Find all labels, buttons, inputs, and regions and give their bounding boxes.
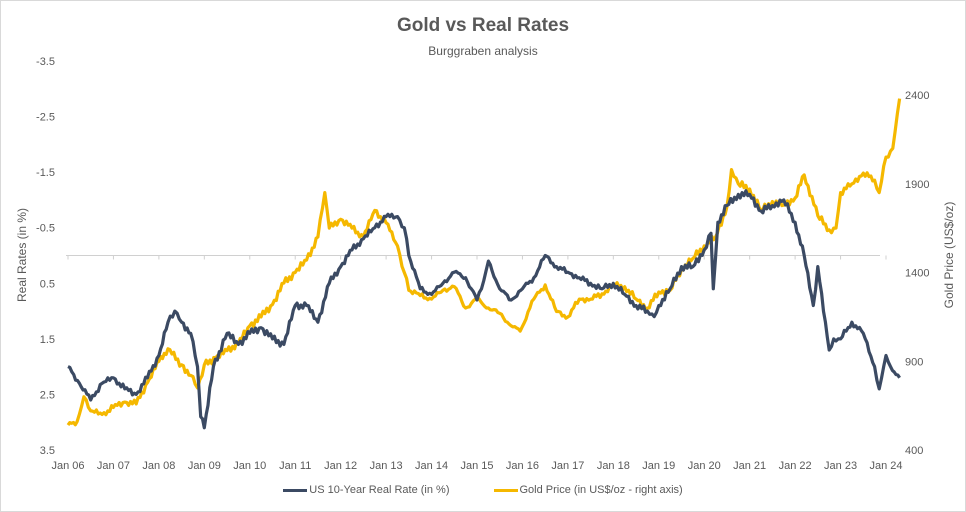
y-left-axis-ticks: -3.5 -2.5 -1.5 -0.5 0.5 1.5 2.5 3.5: [36, 56, 55, 457]
series-line-gold-price: [66, 98, 902, 427]
zero-line-ticks: [67, 255, 887, 260]
y-left-tick-label: 2.5: [40, 389, 55, 401]
y-left-tick-label: 0.5: [40, 278, 55, 290]
chart-title: Gold vs Real Rates: [396, 15, 570, 36]
y-right-tick-label: 400: [905, 445, 923, 457]
x-tick-label: Jan 20: [688, 460, 721, 472]
x-tick-label: Jan 17: [551, 460, 584, 472]
legend-swatch-gold-price: [493, 488, 518, 492]
legend-swatch-real-rate: [283, 488, 308, 492]
y-left-tick-label: 3.5: [40, 445, 55, 457]
y-right-tick-label: 1900: [905, 179, 929, 191]
x-tick-label: Jan 22: [779, 460, 812, 472]
y-right-tick-label: 1400: [905, 268, 929, 280]
x-tick-label: Jan 14: [415, 460, 448, 472]
y-left-tick-label: -1.5: [36, 167, 55, 179]
x-tick-label: Jan 16: [506, 460, 539, 472]
x-tick-label: Jan 24: [869, 460, 902, 472]
x-tick-label: Jan 13: [370, 460, 403, 472]
legend-item-real-rate: US 10-Year Real Rate (in %): [283, 484, 450, 496]
x-tick-label: Jan 06: [51, 460, 84, 472]
y-right-tick-label: 2400: [905, 90, 929, 102]
legend-item-gold-price: Gold Price (in US$/oz - right axis): [493, 484, 683, 496]
y-left-tick-label: -2.5: [36, 112, 55, 124]
x-tick-label: Jan 15: [460, 460, 493, 472]
x-tick-label: Jan 11: [279, 460, 311, 472]
x-tick-label: Jan 07: [97, 460, 130, 472]
x-tick-label: Jan 23: [824, 460, 857, 472]
legend: US 10-Year Real Rate (in %) Gold Price (…: [0, 484, 966, 496]
x-tick-label: Jan 10: [233, 460, 266, 472]
y-right-axis-ticks: 2400 1900 1400 900 400: [905, 90, 929, 457]
chart-subtitle: Burggraben analysis: [428, 44, 538, 58]
y-left-tick-label: -3.5: [36, 56, 55, 68]
x-tick-label: Jan 09: [188, 460, 221, 472]
x-tick-label: Jan 19: [642, 460, 675, 472]
series-line-real-rate: [67, 189, 901, 430]
y-left-axis-title: Real Rates (in %): [15, 208, 29, 302]
x-tick-label: Jan 18: [597, 460, 630, 472]
series-layer: [66, 98, 902, 430]
x-tick-label: Jan 12: [324, 460, 357, 472]
legend-label-real-rate: US 10-Year Real Rate (in %): [309, 484, 450, 496]
y-left-tick-label: 1.5: [40, 334, 55, 346]
x-tick-label: Jan 21: [733, 460, 766, 472]
legend-label-gold-price: Gold Price (in US$/oz - right axis): [519, 484, 683, 496]
y-right-tick-label: 900: [905, 356, 923, 368]
x-tick-label: Jan 08: [142, 460, 175, 472]
y-left-tick-label: -0.5: [36, 223, 55, 235]
x-axis-ticks: Jan 06 Jan 07 Jan 08 Jan 09 Jan 10 Jan 11 Jan …: [51, 460, 902, 472]
y-right-axis-title: Gold Price (US$/oz): [942, 202, 956, 309]
